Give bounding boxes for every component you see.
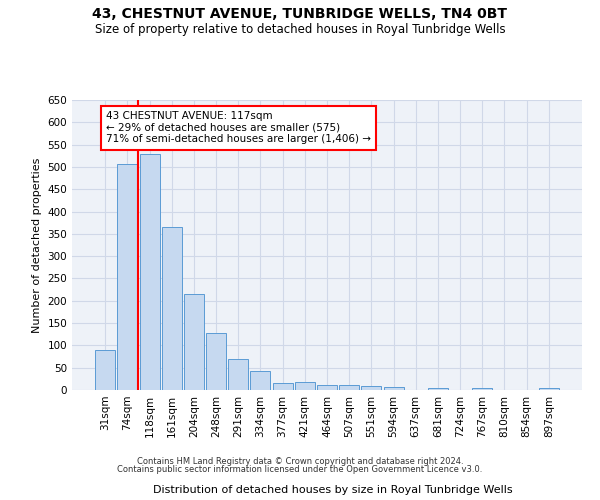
- Bar: [118, 164, 137, 390]
- Bar: [228, 359, 248, 390]
- Bar: [472, 388, 492, 390]
- Bar: [250, 371, 271, 390]
- Text: 43 CHESTNUT AVENUE: 117sqm
← 29% of detached houses are smaller (575)
71% of sem: 43 CHESTNUT AVENUE: 117sqm ← 29% of deta…: [106, 111, 371, 144]
- Text: Contains public sector information licensed under the Open Government Licence v3: Contains public sector information licen…: [118, 465, 482, 474]
- Bar: [272, 383, 293, 390]
- Y-axis label: Number of detached properties: Number of detached properties: [32, 158, 42, 332]
- Bar: [184, 294, 204, 390]
- Bar: [162, 227, 182, 390]
- Bar: [539, 388, 559, 390]
- Text: Distribution of detached houses by size in Royal Tunbridge Wells: Distribution of detached houses by size …: [153, 485, 513, 495]
- Text: 43, CHESTNUT AVENUE, TUNBRIDGE WELLS, TN4 0BT: 43, CHESTNUT AVENUE, TUNBRIDGE WELLS, TN…: [92, 8, 508, 22]
- Text: Size of property relative to detached houses in Royal Tunbridge Wells: Size of property relative to detached ho…: [95, 22, 505, 36]
- Bar: [383, 388, 404, 390]
- Bar: [140, 154, 160, 390]
- Text: Contains HM Land Registry data © Crown copyright and database right 2024.: Contains HM Land Registry data © Crown c…: [137, 457, 463, 466]
- Bar: [295, 382, 315, 390]
- Bar: [206, 334, 226, 390]
- Bar: [428, 388, 448, 390]
- Bar: [95, 350, 115, 390]
- Bar: [361, 386, 382, 390]
- Bar: [317, 384, 337, 390]
- Bar: [339, 385, 359, 390]
